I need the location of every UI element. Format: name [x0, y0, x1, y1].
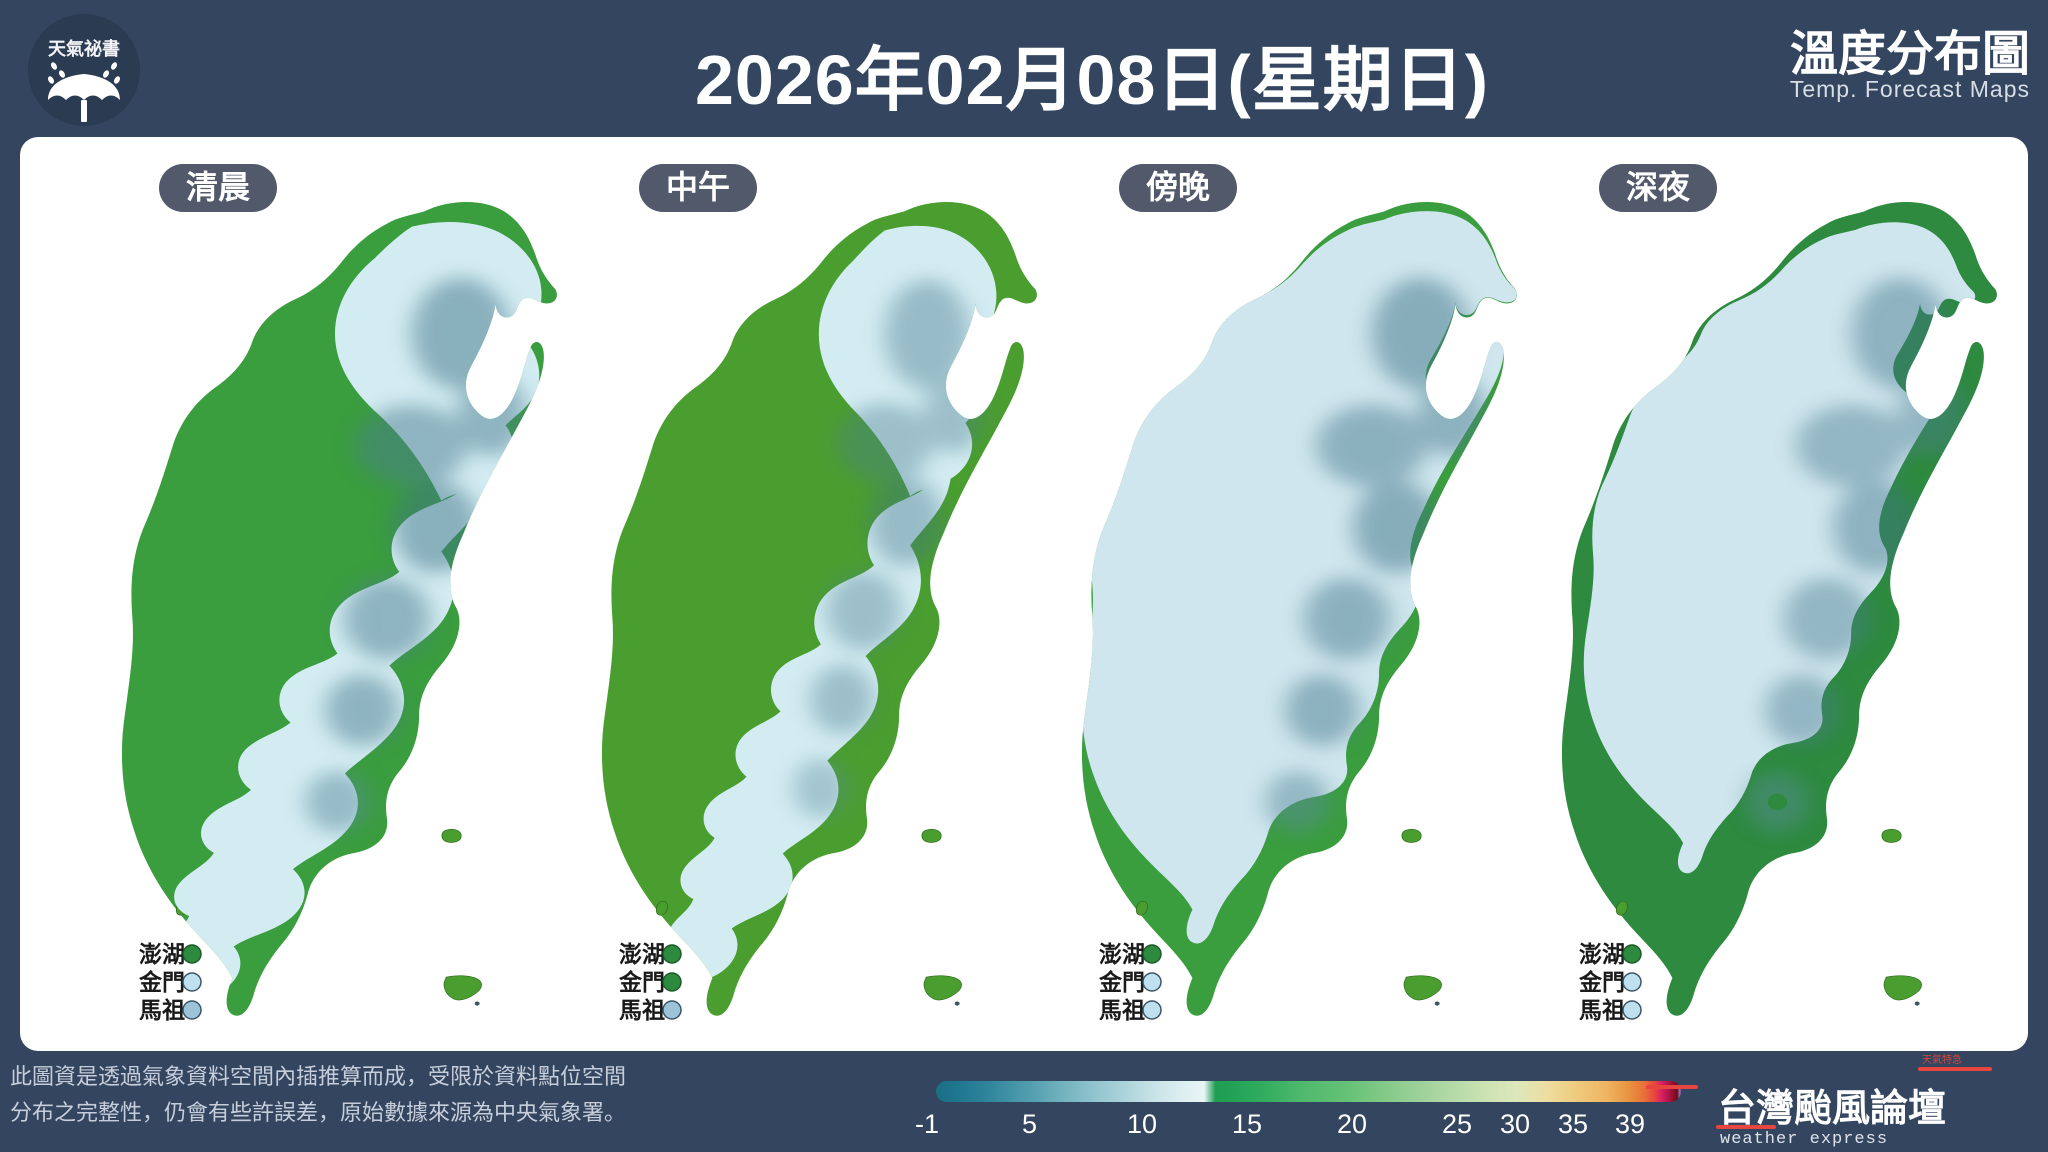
svg-text:金門: 金門 — [138, 969, 185, 995]
svg-text:台灣颱風論壇: 台灣颱風論壇 — [1718, 1087, 1946, 1130]
svg-text:澎湖: 澎湖 — [1099, 941, 1145, 967]
svg-text:馬祖: 馬祖 — [619, 997, 665, 1023]
svg-text:weather express: weather express — [1720, 1130, 1888, 1149]
svg-text:澎湖: 澎湖 — [1579, 941, 1625, 967]
svg-text:金門: 金門 — [1098, 969, 1145, 995]
svg-text:馬祖: 馬祖 — [1099, 997, 1145, 1023]
svg-text:馬祖: 馬祖 — [139, 997, 185, 1023]
svg-text:馬祖: 馬祖 — [1579, 997, 1625, 1023]
svg-text:金門: 金門 — [1578, 969, 1625, 995]
svg-text:澎湖: 澎湖 — [619, 941, 665, 967]
svg-text:天氣特急: 天氣特急 — [1922, 1053, 1962, 1066]
svg-text:金門: 金門 — [618, 969, 665, 995]
svg-text:澎湖: 澎湖 — [139, 941, 185, 967]
